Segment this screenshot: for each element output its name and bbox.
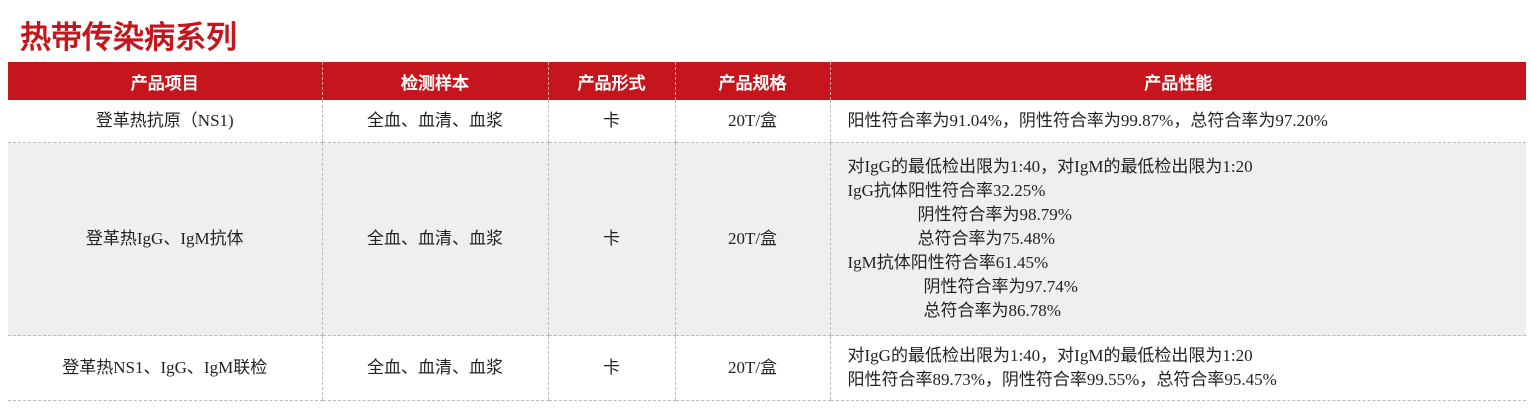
cell-item: 登革热IgG、IgM抗体	[8, 142, 322, 336]
header-form: 产品形式	[547, 62, 675, 100]
header-item: 产品项目	[8, 62, 322, 100]
header-sample: 检测样本	[321, 62, 548, 100]
product-table: 产品项目 检测样本 产品形式 产品规格 产品性能 登革热抗原（NS1) 全血、血…	[8, 62, 1526, 401]
table-row: 登革热NS1、IgG、IgM联检 全血、血清、血浆 卡 20T/盒 对IgG的最…	[8, 335, 1526, 401]
performance-line: 对IgG的最低检出限为1:40，对IgM的最低检出限为1:20	[847, 346, 1253, 365]
table-row: 登革热抗原（NS1) 全血、血清、血浆 卡 20T/盒 阳性符合率为91.04%…	[8, 100, 1526, 143]
performance-line: IgG抗体阳性符合率32.25%	[847, 181, 1046, 200]
cell-sample: 全血、血清、血浆	[321, 335, 548, 401]
performance-line: 阴性符合率为98.79%	[917, 205, 1072, 224]
header-spec: 产品规格	[674, 62, 830, 100]
cell-form: 卡	[547, 142, 675, 336]
page-title: 热带传染病系列	[20, 20, 237, 56]
performance-line: 阳性符合率89.73%，阴性符合率99.55%，总符合率95.45%	[847, 370, 1277, 389]
cell-item: 登革热NS1、IgG、IgM联检	[8, 335, 322, 401]
table-header: 产品项目 检测样本 产品形式 产品规格 产品性能	[8, 62, 1526, 100]
cell-spec: 20T/盒	[674, 335, 830, 401]
cell-item: 登革热抗原（NS1)	[8, 100, 322, 143]
table-row: 登革热IgG、IgM抗体 全血、血清、血浆 卡 20T/盒 对IgG的最低检出限…	[8, 142, 1526, 336]
header-performance: 产品性能	[829, 62, 1526, 100]
performance-line: 阴性符合率为97.74%	[923, 277, 1078, 296]
performance-line: IgM抗体阳性符合率61.45%	[847, 253, 1049, 272]
cell-performance: 对IgG的最低检出限为1:40，对IgM的最低检出限为1:20 IgG抗体阳性符…	[829, 142, 1526, 336]
cell-sample: 全血、血清、血浆	[321, 100, 548, 143]
cell-form: 卡	[547, 100, 675, 143]
cell-spec: 20T/盒	[674, 142, 830, 336]
cell-performance: 对IgG的最低检出限为1:40，对IgM的最低检出限为1:20 阳性符合率89.…	[829, 335, 1526, 401]
performance-line: 总符合率为86.78%	[923, 301, 1061, 320]
performance-line: 对IgG的最低检出限为1:40，对IgM的最低检出限为1:20	[847, 157, 1253, 176]
cell-spec: 20T/盒	[674, 100, 830, 143]
cell-sample: 全血、血清、血浆	[321, 142, 548, 336]
performance-line: 总符合率为75.48%	[917, 229, 1055, 248]
performance-line: 阳性符合率为91.04%，阴性符合率为99.87%，总符合率为97.20%	[847, 111, 1328, 130]
cell-performance: 阳性符合率为91.04%，阴性符合率为99.87%，总符合率为97.20%	[829, 100, 1526, 143]
cell-form: 卡	[547, 335, 675, 401]
